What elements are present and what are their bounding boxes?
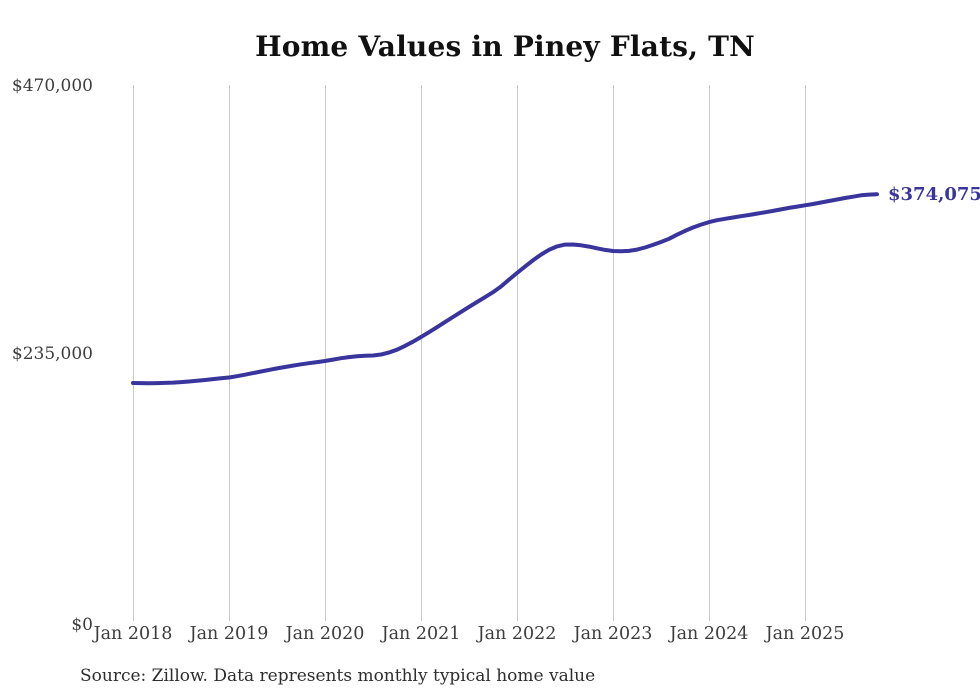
x-axis-tick-jan-2022: Jan 2022: [477, 624, 557, 644]
x-axis-tick-jan-2019: Jan 2019: [189, 624, 269, 644]
x-axis-tick-jan-2024: Jan 2024: [669, 624, 749, 644]
trend-line: [131, 192, 879, 386]
x-axis-tick-jan-2018: Jan 2018: [93, 624, 173, 644]
x-axis-tick-jan-2023: Jan 2023: [573, 624, 653, 644]
x-axis-tick-jan-2021: Jan 2021: [381, 624, 461, 644]
y-axis-tick-top: $470,000: [11, 76, 93, 96]
x-axis-tick-jan-2020: Jan 2020: [285, 624, 365, 644]
y-axis-tick-bottom: $0: [71, 615, 93, 635]
y-axis-tick-middle: $235,000: [11, 343, 93, 364]
source-note: Source: Zillow. Data represents monthly …: [80, 666, 596, 686]
latest-value-label: $374,075: [888, 184, 980, 206]
chart-title: Home Values in Piney Flats, TN: [255, 30, 755, 63]
x-axis-tick-jan-2025: Jan 2025: [765, 624, 845, 644]
